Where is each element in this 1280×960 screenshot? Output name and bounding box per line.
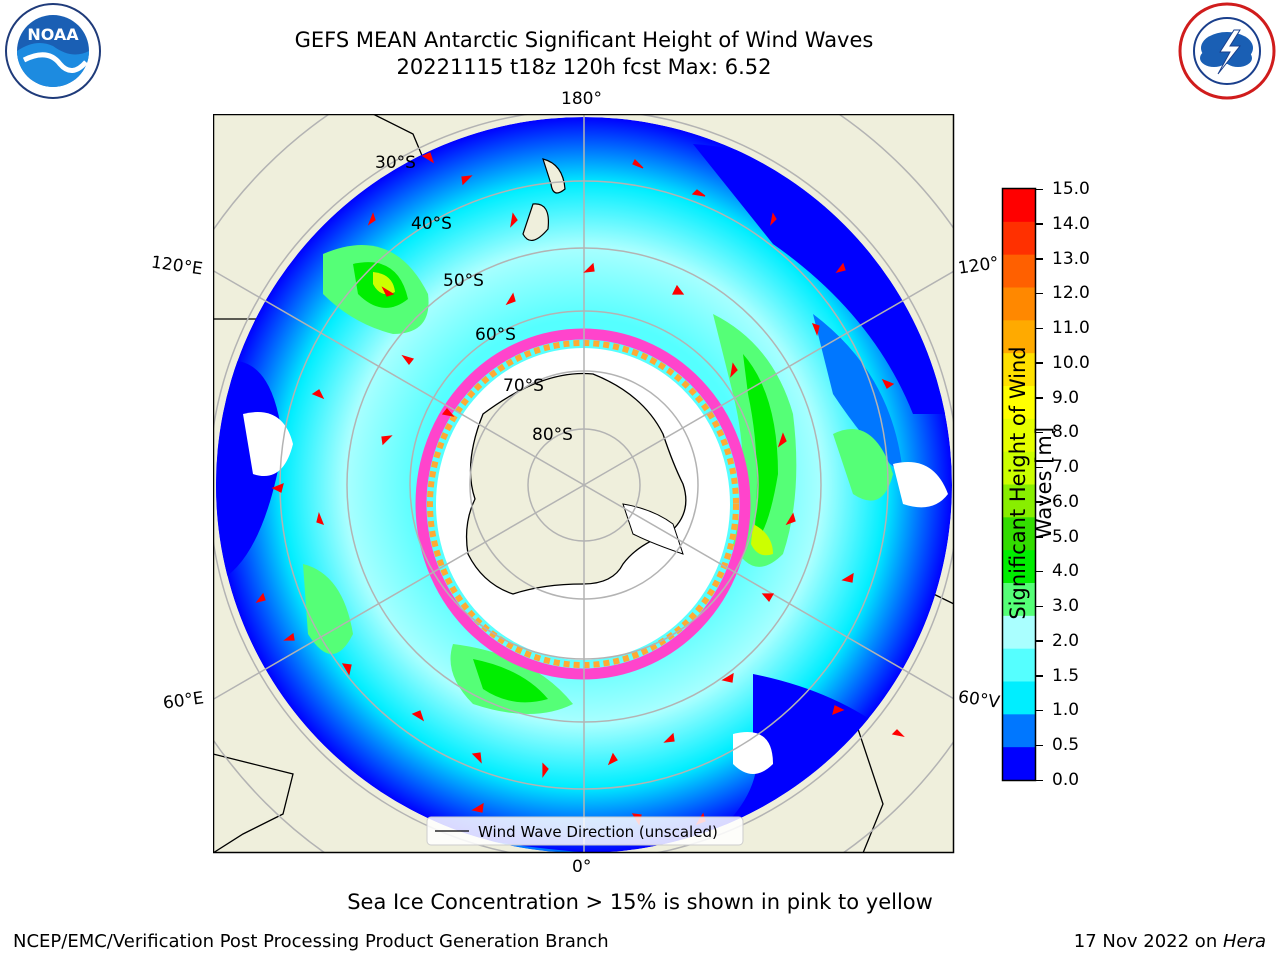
colorbar-band: [1003, 615, 1035, 650]
latitude-labels: 30°S 40°S 50°S 60°S 70°S 80°S: [375, 153, 573, 445]
colorbar-tick-label: 14.0: [1052, 213, 1090, 234]
lat-label-80: 80°S: [532, 425, 573, 445]
colorbar: [1001, 187, 1037, 782]
colorbar-tick-label: 0.0: [1052, 770, 1080, 790]
footer-machine: Hera: [1222, 931, 1266, 952]
colorbar-tick-mark: [1036, 570, 1043, 573]
colorbar-band: [1003, 550, 1035, 584]
colorbar-tick-mark: [1036, 744, 1043, 747]
colorbar-band: [1003, 221, 1035, 256]
colorbar-tick-mark: [1036, 536, 1043, 538]
colorbar-tick-label: 0.5: [1052, 735, 1080, 756]
colorbar-tick-mark: [1036, 501, 1043, 503]
colorbar-band: [1003, 287, 1035, 321]
colorbar-tick-mark: [1036, 640, 1043, 642]
colorbar-tick-label: 6.0: [1052, 491, 1080, 512]
colorbar-tick-mark: [1036, 188, 1043, 190]
colorbar-band: [1003, 583, 1035, 617]
colorbar-tick-mark: [1036, 292, 1043, 295]
colorbar-band: [1003, 189, 1035, 223]
colorbar-tick-label: 4.0: [1052, 561, 1080, 582]
lat-label-60: 60°S: [475, 325, 516, 345]
footer-date-text: 17 Nov 2022 on: [1073, 931, 1223, 952]
colorbar-band: [1003, 320, 1035, 354]
new-zealand-south: [522, 203, 550, 241]
high-wave-patch-pacific: [713, 314, 797, 567]
colorbar-tick-mark: [1036, 779, 1043, 781]
colorbar-label-line2: Waves [m]: [1032, 426, 1056, 540]
antarctica-land: [465, 372, 687, 595]
colorbar-tick-mark: [1036, 327, 1043, 330]
colorbar-band: [1003, 386, 1035, 420]
colorbar-band: [1003, 353, 1035, 387]
lat-label-50: 50°S: [443, 271, 484, 291]
colorbar-tick-label: 12.0: [1052, 283, 1090, 304]
colorbar-tick-label: 9.0: [1052, 387, 1080, 408]
colorbar-tick-label: 1.5: [1052, 665, 1080, 686]
nws-logo: [1178, 2, 1276, 100]
colorbar-band: [1003, 484, 1035, 518]
colorbar-tick-label: 3.0: [1052, 596, 1080, 617]
lon-label-120e: 120°E: [149, 252, 204, 280]
chart-title-line1: GEFS MEAN Antarctic Significant Height o…: [294, 28, 874, 52]
colorbar-band: [1003, 681, 1035, 715]
lon-label-120w: 120°: [956, 253, 1001, 279]
colorbar-tick-label: 11.0: [1052, 318, 1090, 339]
map-frame: [213, 114, 955, 854]
colorbar-band: [1003, 451, 1035, 485]
colorbar-tick-label: 5.0: [1052, 526, 1080, 547]
colorbar-band: [1003, 648, 1035, 682]
colorbar-label: Significant Height of Wind Waves [m]: [1005, 333, 1065, 633]
colorbar-tick-label: 8.0: [1052, 422, 1080, 443]
colorbar-tick-label: 7.0: [1052, 457, 1080, 478]
legend-label: Wind Wave Direction (unscaled): [478, 823, 718, 841]
colorbar-tick-mark: [1036, 223, 1043, 225]
lon-label-180: 180°: [561, 89, 602, 109]
colorbar-band: [1003, 418, 1035, 453]
polar-map: 30°S 40°S 50°S 60°S 70°S 80°S Wind Wave …: [213, 114, 955, 854]
new-zealand-north: [542, 158, 566, 194]
colorbar-tick-label: 10.0: [1052, 352, 1090, 373]
lat-label-40: 40°S: [411, 214, 452, 234]
colorbar-tick-mark: [1036, 362, 1043, 364]
colorbar-tick-mark: [1036, 258, 1043, 260]
colorbar-tick-label: 13.0: [1052, 248, 1090, 269]
colorbar-tick-mark: [1036, 709, 1043, 712]
colorbar-tick-mark: [1036, 431, 1043, 434]
colorbar-tick-mark: [1036, 605, 1043, 608]
colorbar-band: [1003, 517, 1035, 551]
map-legend: Wind Wave Direction (unscaled): [426, 816, 744, 846]
footer-date: 17 Nov 2022 on Hera: [1074, 931, 1266, 952]
lon-label-60w: 60°V: [956, 687, 1001, 713]
graticule: [213, 114, 954, 853]
sea-ice-edge: [415, 328, 751, 680]
colorbar-band: [1003, 714, 1035, 748]
lon-label-0: 0°: [572, 857, 592, 877]
noaa-logo: NOAA: [5, 3, 101, 99]
colorbar-tick-mark: [1036, 397, 1043, 399]
colorbar-label-line1: Significant Height of Wind: [1006, 346, 1030, 620]
colorbar-band: [1003, 747, 1035, 781]
colorbar-tick-label: 15.0: [1052, 179, 1090, 199]
lon-label-60e: 60°E: [161, 688, 206, 714]
colorbar-band: [1003, 254, 1035, 288]
chart-title-line2: 20221115 t18z 120h fcst Max: 6.52: [396, 55, 772, 79]
colorbar-tick-mark: [1036, 675, 1043, 677]
caption: Sea Ice Concentration > 15% is shown in …: [347, 890, 933, 914]
footer-branch: NCEP/EMC/Verification Post Processing Pr…: [13, 931, 609, 952]
colorbar-tick-label: 1.0: [1052, 700, 1080, 721]
africa-land: [213, 753, 294, 853]
lat-label-70: 70°S: [503, 376, 544, 396]
colorbar-tick-label: 2.0: [1052, 630, 1080, 651]
noaa-logo-text: NOAA: [27, 25, 79, 44]
colorbar-tick-mark: [1036, 466, 1043, 469]
lat-label-30: 30°S: [375, 153, 416, 173]
